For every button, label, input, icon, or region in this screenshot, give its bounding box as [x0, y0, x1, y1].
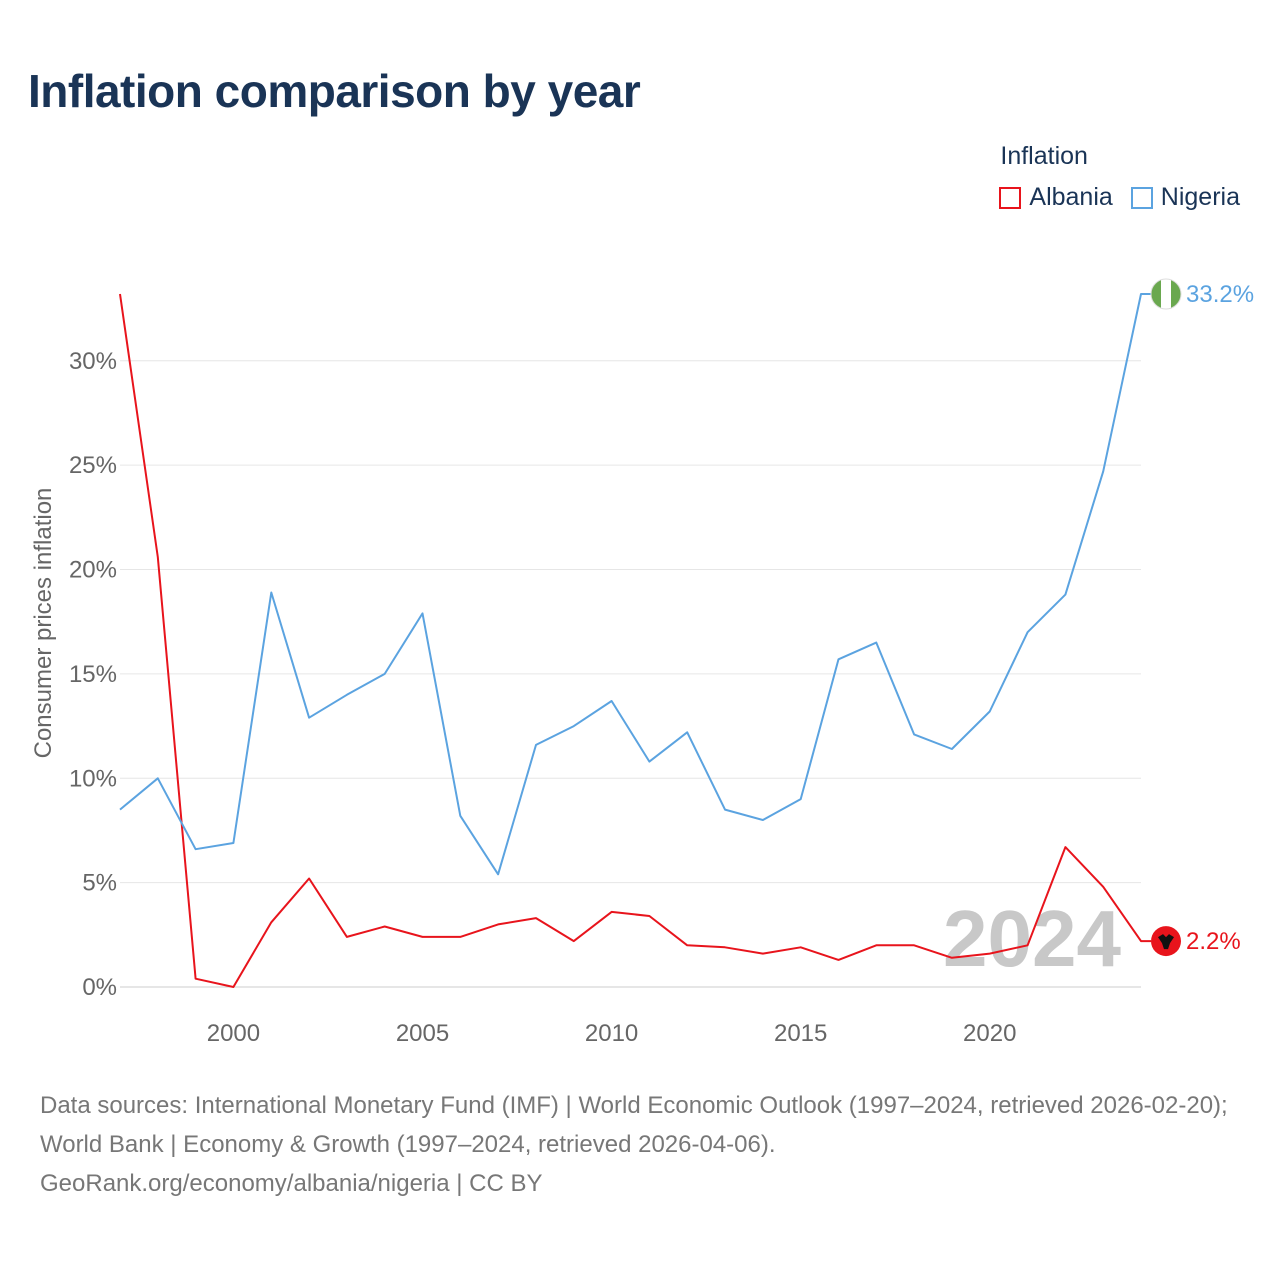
x-tick-label: 2000	[207, 1020, 260, 1047]
flag-icon-nigeria	[1150, 278, 1182, 310]
legend-swatch-albania	[999, 186, 1022, 209]
source-note: Data sources: International Monetary Fun…	[40, 1086, 1250, 1203]
end-markers: 2.2% 33.2%	[1150, 278, 1254, 957]
y-tick-label: 25%	[69, 452, 117, 479]
source-text: Data sources: International Monetary Fun…	[40, 1092, 1228, 1158]
y-tick-label: 30%	[69, 348, 117, 375]
legend: Inflation Albania Nigeria	[999, 142, 1240, 212]
legend-label-albania: Albania	[1029, 183, 1113, 211]
y-tick-label: 10%	[69, 765, 117, 792]
y-axis-ticks: 0% 5% 10% 15% 20% 25% 30%	[69, 348, 117, 1001]
series-line-nigeria[interactable]	[119, 293, 1151, 876]
legend-swatch-nigeria	[1130, 186, 1153, 209]
line-chart: 0% 5% 10% 15% 20% 25% 30% 2000 2005 2010 2015 2020…	[30, 278, 1254, 1047]
x-tick-label: 2015	[774, 1020, 827, 1047]
x-axis-ticks: 2000 2005 2010 2015 2020	[207, 1020, 1017, 1047]
series-line-albania[interactable]	[119, 293, 1151, 988]
source-link[interactable]: GeoRank.org/economy/albania/nigeria | CC…	[40, 1170, 543, 1197]
end-label-nigeria: 33.2%	[1186, 281, 1254, 308]
x-tick-label: 2010	[585, 1020, 638, 1047]
end-label-albania: 2.2%	[1186, 928, 1241, 955]
x-tick-label: 2005	[396, 1020, 449, 1047]
chart-title: Inflation comparison by year	[28, 65, 641, 117]
flag-icon-albania	[1151, 926, 1181, 957]
y-tick-label: 0%	[82, 974, 117, 1001]
y-tick-label: 15%	[69, 661, 117, 688]
year-watermark: 2024	[943, 894, 1121, 983]
gridlines	[120, 360, 1141, 988]
legend-label-nigeria: Nigeria	[1160, 183, 1240, 211]
legend-item-nigeria[interactable]: Nigeria	[1130, 183, 1240, 212]
legend-title: Inflation	[1000, 142, 1088, 170]
y-tick-label: 5%	[82, 870, 117, 897]
y-tick-label: 20%	[69, 557, 117, 584]
legend-item-albania[interactable]: Albania	[999, 183, 1113, 212]
series-lines	[119, 293, 1151, 988]
x-tick-label: 2020	[963, 1020, 1016, 1047]
y-axis-label: Consumer prices inflation	[30, 488, 57, 759]
